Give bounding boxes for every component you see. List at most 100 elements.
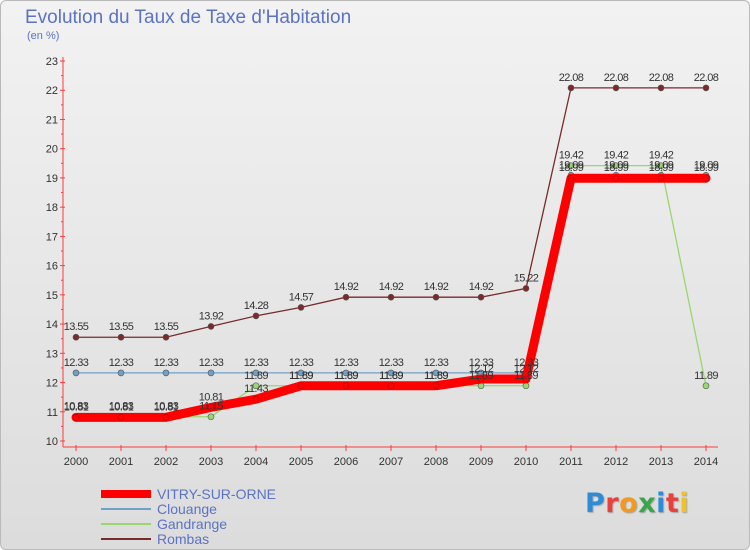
data-point-Rombas: [342, 293, 350, 301]
data-point-VITRY-SUR-ORNE: [72, 414, 80, 421]
data-point-VITRY-SUR-ORNE: [342, 382, 350, 390]
data-label-Gandrange: 11.89: [244, 370, 268, 382]
data-point-VITRY-SUR-ORNE: [522, 375, 530, 383]
data-label-Rombas: 13.55: [64, 321, 89, 333]
data-label-Gandrange: 11.89: [289, 370, 313, 382]
data-label-Rombas: 13.92: [199, 310, 224, 322]
data-label-VITRY-SUR-ORNE: 11.89: [289, 370, 313, 382]
data-point-Rombas: [567, 84, 575, 92]
x-tick-label: 2000: [64, 456, 88, 468]
proxiti-logo: Proxiti: [585, 488, 689, 519]
data-label-Gandrange: 10.83: [64, 401, 89, 413]
data-point-Gandrange: [567, 162, 575, 169]
logo-letter: i: [656, 488, 666, 519]
data-label-Gandrange: 19.42: [604, 150, 629, 162]
y-tick-label: 14: [46, 319, 58, 331]
data-label-Rombas: 14.92: [424, 281, 449, 293]
data-label-Clouange: 12.33: [514, 357, 539, 369]
x-tick-label: 2002: [154, 456, 178, 468]
data-point-Clouange: [252, 369, 260, 377]
unit-label: (en %): [27, 30, 60, 42]
data-point-Rombas: [72, 333, 80, 341]
y-tick-label: 23: [46, 56, 58, 68]
data-label-Clouange: 12.33: [64, 357, 89, 369]
data-point-VITRY-SUR-ORNE: [117, 414, 125, 421]
data-label-Rombas: 13.55: [109, 321, 134, 333]
logo-letter: x: [638, 488, 657, 519]
logo-letter: P: [585, 488, 606, 519]
data-label-VITRY-SUR-ORNE: 10.81: [199, 391, 224, 403]
data-point-Clouange: [387, 369, 395, 377]
legend-label: Rombas: [157, 531, 210, 547]
data-label-VITRY-SUR-ORNE: 11.43: [244, 383, 268, 395]
data-label-VITRY-SUR-ORNE: 11.89: [424, 370, 448, 382]
data-point-Rombas: [117, 333, 125, 341]
data-point-Clouange: [117, 369, 125, 377]
logo-letter: t: [665, 488, 680, 519]
data-label-Rombas: 14.28: [244, 300, 269, 312]
data-label-Gandrange: 11.89: [469, 370, 493, 382]
data-point-Rombas: [702, 84, 710, 92]
data-point-Rombas: [477, 293, 485, 301]
data-label-Rombas: 14.57: [289, 291, 314, 303]
legend-swatch: [101, 508, 151, 510]
x-tick-label: 2010: [514, 456, 538, 468]
data-point-VITRY-SUR-ORNE: [297, 382, 305, 390]
data-point-Rombas: [387, 293, 395, 301]
x-tick-label: 2005: [289, 456, 313, 468]
y-tick-label: 10: [46, 436, 58, 448]
data-label-Gandrange: 19.42: [559, 150, 584, 162]
data-label-Rombas: 22.08: [694, 72, 719, 84]
x-tick-label: 2003: [199, 456, 223, 468]
data-point-Gandrange: [612, 162, 620, 169]
x-tick-label: 2007: [379, 456, 403, 468]
data-label-VITRY-SUR-ORNE: 18.99: [649, 162, 674, 174]
data-label-Clouange: 19.09: [559, 159, 584, 171]
data-point-VITRY-SUR-ORNE: [612, 174, 620, 182]
data-point-VITRY-SUR-ORNE: [162, 414, 170, 421]
data-point-VITRY-SUR-ORNE: [702, 174, 710, 182]
data-label-Clouange: 12.33: [379, 357, 404, 369]
data-point-Rombas: [207, 323, 215, 330]
legend-label: VITRY-SUR-ORNE: [157, 486, 277, 502]
data-point-Gandrange: [702, 382, 710, 390]
data-label-Rombas: 13.55: [154, 321, 179, 333]
data-label-Clouange: 12.33: [469, 357, 494, 369]
data-label-Rombas: 22.08: [604, 72, 629, 84]
logo-letter: r: [605, 488, 620, 519]
y-tick-label: 11: [47, 407, 58, 419]
data-label-Gandrange: 11.89: [424, 370, 448, 382]
data-point-VITRY-SUR-ORNE: [207, 404, 215, 411]
series-line-Clouange: [76, 174, 706, 374]
data-label-Rombas: 14.92: [334, 281, 359, 293]
data-point-Rombas: [522, 285, 530, 292]
y-tick-label: 19: [46, 173, 58, 185]
data-point-Clouange: [342, 369, 350, 377]
data-label-Clouange: 12.33: [334, 357, 359, 369]
x-tick-label: 2004: [244, 456, 268, 468]
legend-swatch: [101, 538, 151, 540]
y-tick-label: 13: [46, 348, 58, 360]
data-label-VITRY-SUR-ORNE: 12.12: [514, 363, 539, 375]
data-point-VITRY-SUR-ORNE: [387, 382, 395, 390]
x-tick-label: 2014: [694, 456, 718, 468]
data-point-Rombas: [612, 84, 620, 92]
legend-label: Gandrange: [157, 516, 228, 532]
data-point-Rombas: [432, 293, 440, 301]
data-point-VITRY-SUR-ORNE: [432, 382, 440, 390]
x-tick-label: 2001: [109, 456, 133, 468]
data-label-Gandrange: 11.89: [694, 370, 718, 382]
data-label-VITRY-SUR-ORNE: 18.99: [559, 162, 584, 174]
x-tick-label: 2012: [604, 456, 628, 468]
data-point-VITRY-SUR-ORNE: [477, 375, 485, 383]
data-point-Gandrange: [252, 382, 260, 390]
x-tick-label: 2006: [334, 456, 358, 468]
data-label-VITRY-SUR-ORNE: 10.81: [109, 401, 134, 413]
y-tick-label: 20: [46, 144, 58, 156]
data-point-Clouange: [162, 369, 170, 377]
data-label-Clouange: 12.33: [109, 357, 134, 369]
data-point-Gandrange: [522, 382, 530, 390]
data-label-VITRY-SUR-ORNE: 18.99: [694, 162, 719, 174]
